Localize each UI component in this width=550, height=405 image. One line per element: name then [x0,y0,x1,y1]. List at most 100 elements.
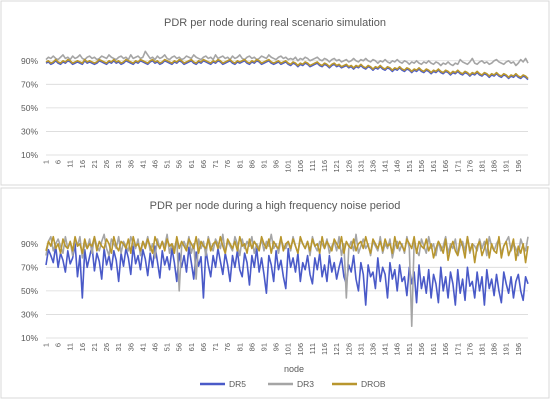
x-tick-label: 71 [211,343,220,351]
x-tick-label: 21 [90,160,99,168]
x-tick-label: 41 [138,160,147,168]
x-tick-label: 86 [247,160,256,168]
x-tick-label: 11 [66,160,75,168]
x-tick-label: 21 [90,343,99,351]
series-line-drob [45,58,529,80]
x-tick-label: 26 [102,343,111,351]
legend-label-drob: DROB [361,379,386,389]
x-tick-label: 196 [514,343,523,356]
x-tick-label: 191 [502,343,511,356]
x-tick-label: 26 [102,160,111,168]
x-tick-label: 156 [417,343,426,356]
x-tick-label: 66 [199,160,208,168]
x-tick-label: 121 [332,160,341,173]
y-tick-label: 50% [21,286,38,296]
x-tick-label: 136 [368,343,377,356]
x-tick-label: 166 [441,160,450,173]
x-tick-label: 176 [465,160,474,173]
x-tick-label: 191 [502,160,511,173]
y-tick-label: 90% [21,239,38,249]
x-tick-label: 151 [405,160,414,173]
y-tick-label: 70% [21,79,38,89]
x-tick-label: 101 [284,343,293,356]
x-tick-label: 6 [54,343,63,347]
x-tick-label: 146 [393,343,402,356]
x-tick-label: 56 [175,160,184,168]
x-tick-label: 61 [187,343,196,351]
x-tick-label: 116 [320,160,329,172]
x-tick-label: 1 [42,343,51,347]
x-tick-label: 1 [42,160,51,164]
x-tick-label: 156 [417,160,426,173]
bottom-chart-panel [0,187,550,399]
x-tick-label: 51 [163,160,172,168]
y-tick-label: 50% [21,103,38,113]
x-tick-label: 131 [356,160,365,173]
x-tick-label: 126 [344,343,353,356]
series-line-dr5 [45,242,529,306]
x-tick-label: 76 [223,343,232,351]
x-tick-label: 46 [150,343,159,351]
x-tick-label: 56 [175,343,184,351]
x-tick-label: 141 [381,160,390,173]
x-tick-label: 181 [477,343,486,356]
x-tick-label: 36 [126,343,135,351]
x-tick-label: 81 [235,160,244,168]
x-tick-label: 91 [259,343,268,351]
x-tick-label: 91 [259,160,268,168]
x-tick-label: 31 [114,160,123,168]
x-tick-label: 96 [272,160,281,168]
top-chart-plot: 10%30%50%70%90%1 6 11 16 21 26 31 36 41 46 51 56 61 6… [21,50,529,173]
x-tick-label: 16 [78,343,87,351]
y-tick-label: 90% [21,56,38,66]
x-tick-label: 146 [393,160,402,173]
x-tick-label: 86 [247,343,256,351]
legend-label-dr5: DR5 [229,379,246,389]
x-tick-label: 171 [453,343,462,356]
y-tick-label: 30% [21,309,38,319]
x-tick-label: 161 [429,160,438,173]
bottom-chart-plot: 10%30%50%70%90%1 6 11 16 21 26 31 36 41 46 51 56 61 6… [21,233,529,356]
x-tick-label: 11 [66,343,75,351]
x-tick-label: 136 [368,160,377,173]
x-tick-label: 111 [308,343,317,354]
y-tick-label: 70% [21,262,38,272]
x-tick-label: 111 [308,160,317,171]
x-tick-label: 161 [429,343,438,356]
x-tick-label: 196 [514,160,523,173]
x-tick-label: 171 [453,160,462,173]
x-tick-label: 181 [477,160,486,173]
x-tick-label: 6 [54,160,63,164]
x-tick-label: 81 [235,343,244,351]
x-tick-label: 106 [296,160,305,173]
top-chart-title: PDR per node during real scenario simula… [164,17,386,29]
y-tick-label: 10% [21,333,38,343]
x-tick-label: 61 [187,160,196,168]
x-tick-label: 71 [211,160,220,168]
x-tick-label: 106 [296,343,305,356]
x-tick-label: 31 [114,343,123,351]
x-tick-label: 96 [272,343,281,351]
y-tick-label: 10% [21,150,38,160]
x-tick-label: 151 [405,343,414,356]
legend-label-dr3: DR3 [297,379,314,389]
legend: DR5 DR3 DROB [200,379,386,389]
series-line-dr5 [45,59,529,81]
x-tick-label: 116 [320,343,329,355]
bottom-chart-title: PDR per node during a high frequency noi… [150,200,401,212]
top-chart-panel [0,0,550,186]
x-tick-label: 101 [284,160,293,173]
x-tick-label: 51 [163,343,172,351]
x-tick-label: 186 [490,160,499,173]
x-tick-label: 76 [223,160,232,168]
series-line-dr3 [45,50,529,67]
x-tick-label: 176 [465,343,474,356]
x-tick-label: 16 [78,160,87,168]
x-tick-label: 66 [199,343,208,351]
series-line-drob [45,235,529,264]
y-tick-label: 30% [21,126,38,136]
x-tick-label: 41 [138,343,147,351]
x-tick-label: 36 [126,160,135,168]
